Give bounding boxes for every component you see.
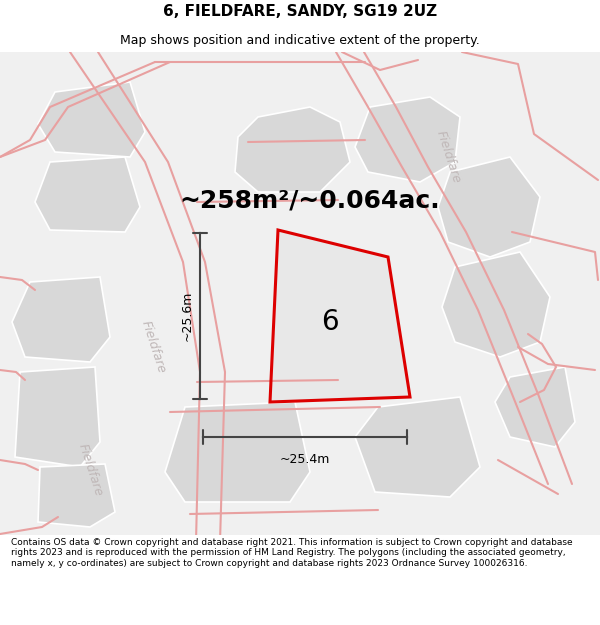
Polygon shape [495, 367, 575, 447]
Text: Fieldfare: Fieldfare [76, 442, 104, 498]
Text: ~25.4m: ~25.4m [280, 453, 330, 466]
Polygon shape [355, 97, 460, 182]
Polygon shape [12, 277, 110, 362]
Polygon shape [355, 397, 480, 497]
Polygon shape [270, 230, 410, 402]
Text: Fieldfare: Fieldfare [139, 319, 167, 375]
Text: Contains OS data © Crown copyright and database right 2021. This information is : Contains OS data © Crown copyright and d… [11, 538, 572, 568]
Polygon shape [442, 252, 550, 357]
Polygon shape [35, 157, 140, 232]
Polygon shape [165, 402, 310, 502]
Polygon shape [438, 157, 540, 257]
Text: ~258m²/~0.064ac.: ~258m²/~0.064ac. [179, 188, 440, 212]
Polygon shape [235, 107, 350, 192]
Polygon shape [15, 367, 100, 467]
Text: 6: 6 [321, 308, 339, 336]
Polygon shape [38, 464, 115, 527]
Text: Fieldfare: Fieldfare [433, 129, 463, 185]
Text: Map shows position and indicative extent of the property.: Map shows position and indicative extent… [120, 34, 480, 47]
Polygon shape [38, 82, 145, 157]
Text: ~25.6m: ~25.6m [181, 291, 194, 341]
Text: 6, FIELDFARE, SANDY, SG19 2UZ: 6, FIELDFARE, SANDY, SG19 2UZ [163, 4, 437, 19]
